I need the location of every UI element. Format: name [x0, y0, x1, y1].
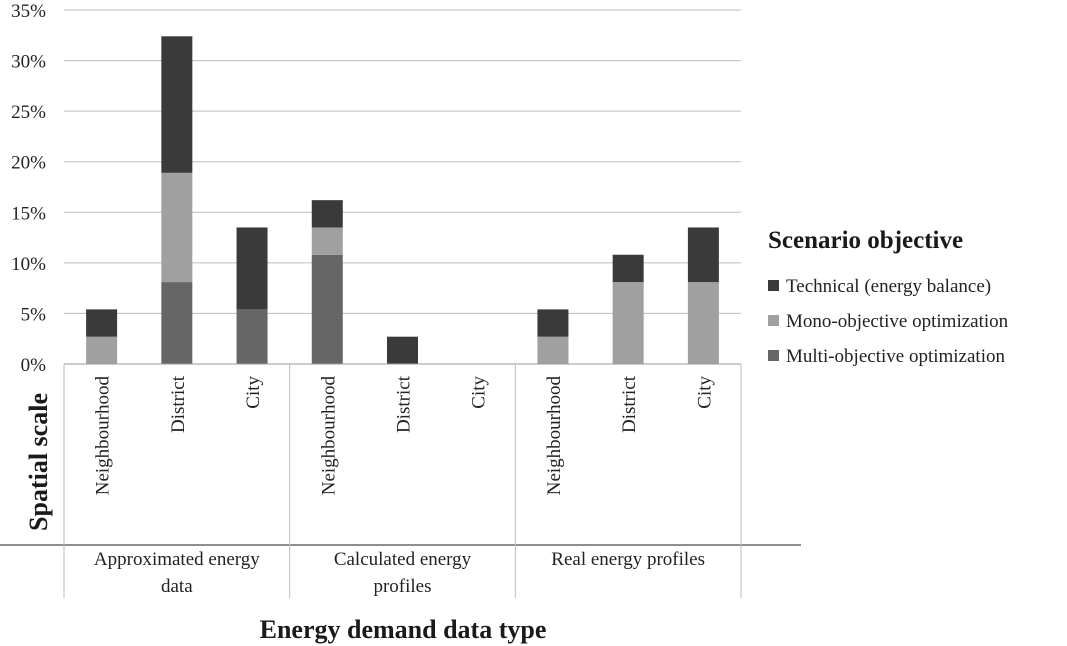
x-category-label: District — [168, 375, 189, 433]
bar-segment — [387, 336, 418, 364]
bar-segment — [236, 309, 268, 364]
group-label: profiles — [373, 576, 431, 597]
y-tick-label: 10% — [11, 254, 46, 275]
y-axis-ticks: 0% 5% 10% 15% 20% 25% 30% 35% — [11, 1, 46, 376]
group-label: Calculated energy — [334, 549, 472, 570]
bar-segment — [612, 282, 644, 364]
bar-segment — [161, 172, 193, 283]
x-category-label: Neighbourhood — [544, 376, 565, 496]
x-category-label: City — [469, 376, 490, 409]
bar-segment — [161, 282, 193, 364]
bar-segment — [86, 309, 118, 337]
group-label: Approximated energy — [94, 549, 260, 570]
bar-segment — [612, 254, 644, 283]
spatial-scale-label: Spatial scale — [24, 393, 53, 531]
bar-segment — [236, 227, 268, 310]
bar-segment — [86, 336, 118, 364]
y-tick-label: 30% — [11, 52, 46, 73]
bar-segment — [687, 282, 719, 364]
legend-swatch — [768, 350, 779, 361]
group-label: Real energy profiles — [551, 549, 705, 570]
bar-segment — [537, 309, 569, 337]
x-axis: Neighbourhood District City Neighbourhood Di… — [0, 363, 801, 598]
legend-entry: Mono-objective optimization — [786, 311, 1009, 332]
bar-segment — [311, 254, 343, 364]
bar-segment — [537, 336, 569, 364]
bar-segment — [311, 227, 343, 255]
x-category-label: Neighbourhood — [93, 376, 114, 496]
y-tick-label: 35% — [11, 1, 46, 22]
x-category-label: Neighbourhood — [318, 376, 339, 496]
y-tick-label: 15% — [11, 203, 46, 224]
y-tick-label: 20% — [11, 153, 46, 174]
legend-entry: Technical (energy balance) — [786, 276, 991, 297]
group-label: data — [161, 576, 193, 597]
legend: Scenario objective Technical (energy bal… — [768, 227, 1009, 367]
x-category-label: City — [243, 376, 264, 409]
bars — [86, 36, 719, 364]
legend-swatch — [768, 280, 779, 291]
bar-segment — [687, 227, 719, 283]
y-tick-label: 25% — [11, 102, 46, 123]
x-axis-title: Energy demand data type — [260, 615, 547, 644]
y-tick-label: 0% — [21, 355, 47, 376]
x-category-label: City — [694, 376, 715, 409]
bar-segment — [161, 36, 193, 173]
legend-swatch — [768, 315, 779, 326]
x-category-label: District — [619, 375, 640, 433]
y-tick-label: 5% — [21, 304, 47, 325]
legend-title: Scenario objective — [768, 227, 963, 254]
x-category-label: District — [394, 375, 415, 433]
legend-entry: Multi-objective optimization — [786, 346, 1005, 367]
bar-segment — [311, 200, 343, 228]
